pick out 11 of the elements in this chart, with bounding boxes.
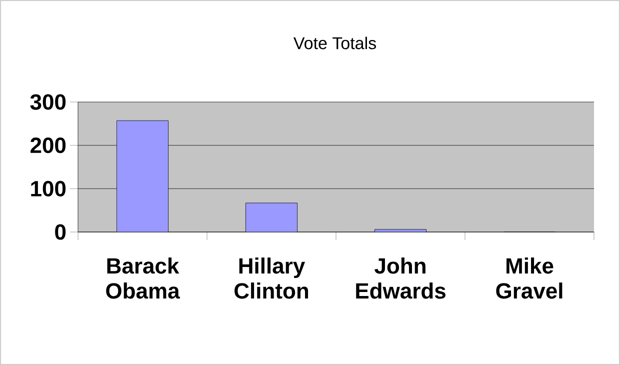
x-tick-label: John Edwards (356, 258, 446, 299)
y-tick-label: 300 (30, 94, 66, 110)
bar (116, 120, 169, 232)
y-tick-label: 100 (31, 180, 66, 196)
y-tick-label: 0 (55, 224, 66, 240)
x-tick-label: Barack Obama (106, 258, 180, 299)
x-tick-label: Hillary Clinton (234, 258, 308, 299)
y-tick-label: 200 (30, 138, 66, 154)
x-tick-label: Mike Gravel (496, 258, 562, 299)
chart-title: Vote Totals (294, 36, 376, 50)
bar (246, 202, 298, 232)
